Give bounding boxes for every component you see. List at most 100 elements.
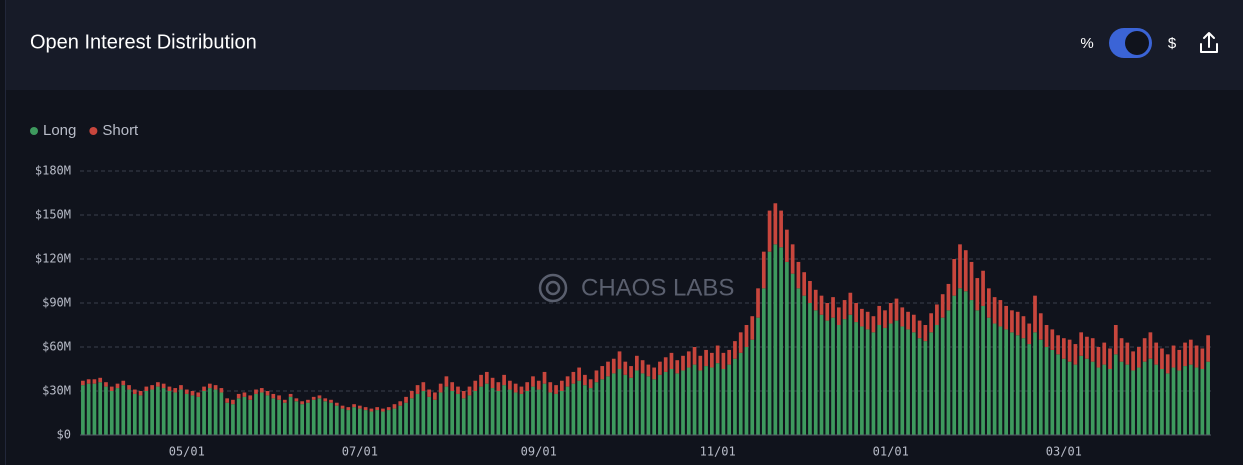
bar-segment [813, 310, 818, 435]
bar-segment [409, 391, 414, 399]
bar-segment [404, 402, 408, 435]
bar-segment [306, 402, 310, 435]
bar-segment [231, 399, 235, 405]
bar-segment [634, 370, 639, 435]
bar-segment [975, 278, 980, 311]
bar-segment [1183, 342, 1187, 367]
bar-segment [1194, 367, 1199, 435]
bar-segment [283, 399, 287, 403]
bar-segment [254, 393, 258, 435]
bar-segment [1015, 335, 1020, 435]
bar-segment [577, 367, 581, 381]
bar-segment [796, 288, 801, 435]
bar-segment [992, 323, 997, 435]
bar-segment [848, 314, 853, 435]
y-tick-label: $90M [42, 296, 71, 310]
bar-segment [1142, 338, 1147, 362]
bar-segment [658, 374, 662, 435]
toggle-knob[interactable] [1125, 31, 1149, 55]
bar-segment [519, 393, 524, 435]
bar-segment [1004, 305, 1008, 330]
bar-segment [900, 326, 905, 435]
bar-segment [559, 391, 564, 435]
bar-segment [640, 373, 645, 435]
bar-segment [438, 383, 443, 393]
bar-segment [1090, 338, 1095, 362]
bar-segment [1200, 348, 1205, 369]
bar-segment [1038, 313, 1043, 340]
bar-segment [231, 404, 235, 435]
bar-segment [513, 392, 518, 435]
bar-segment [473, 380, 478, 391]
bar-segment [392, 404, 397, 409]
bar-segment [86, 379, 91, 384]
bar-segment [854, 322, 858, 435]
bar-segment [675, 373, 680, 435]
bar-segment [588, 379, 593, 389]
bar-segment [363, 410, 368, 435]
bar-segment [686, 367, 691, 435]
bar-segment [767, 210, 772, 252]
bar-segment [785, 229, 789, 262]
bar-segment [1010, 310, 1014, 333]
bar-segment [415, 393, 420, 435]
bar-segment [1062, 338, 1066, 359]
bar-segment [438, 392, 443, 435]
bar-segment [975, 310, 980, 435]
bar-segment [865, 311, 870, 330]
bar-segment [963, 250, 968, 292]
export-button[interactable] [1200, 32, 1218, 53]
bar-segment [132, 393, 137, 435]
bar-segment [236, 393, 241, 399]
bar-segment [1044, 347, 1049, 435]
bar-segment [467, 395, 472, 435]
export-arrow[interactable] [1203, 32, 1215, 48]
bar-segment [306, 399, 310, 403]
bar-segment [317, 398, 322, 435]
bar-segment [190, 395, 195, 435]
x-tick-label: 03/01 [1046, 445, 1082, 459]
bar-segment [173, 388, 178, 393]
bar-segment [1206, 361, 1210, 435]
bar-segment [346, 407, 351, 411]
export-tray[interactable] [1200, 43, 1218, 53]
bar-segment [738, 332, 743, 353]
bar-segment [1073, 344, 1078, 365]
bar-segment [288, 393, 293, 397]
bar-segment [900, 307, 905, 327]
bar-segment [461, 398, 466, 435]
bar-segment [686, 351, 691, 368]
bar-segment [1177, 370, 1182, 435]
y-tick-label: $60M [42, 340, 71, 354]
bar-segment [138, 391, 143, 396]
bar-segment [808, 281, 812, 303]
bar-segment [750, 316, 755, 340]
legend-label: Long [43, 122, 76, 139]
bar-segment [433, 399, 437, 435]
bar-segment [179, 389, 183, 435]
bar-segment [1125, 342, 1130, 365]
bar-segment [144, 386, 149, 391]
bar-segment [565, 376, 570, 387]
bar-segment [554, 385, 558, 394]
bar-segment [358, 408, 362, 435]
bar-segment [496, 382, 501, 391]
bar-segment [542, 371, 547, 384]
bar-segment [404, 396, 408, 403]
bar-segment [115, 388, 120, 435]
bar-segment [340, 408, 345, 435]
bar-segment [981, 305, 985, 435]
bar-segment [225, 402, 229, 435]
bar-segment [571, 371, 576, 384]
bar-segment [531, 376, 535, 387]
bar-segment [167, 391, 172, 435]
bar-segment [767, 251, 772, 435]
bar-segment [1102, 364, 1107, 435]
bar-segment [184, 393, 189, 435]
bar-segment [1131, 370, 1135, 435]
bar-segment [779, 247, 783, 435]
bar-segment [836, 325, 841, 435]
bar-segment [375, 407, 380, 411]
toggle[interactable] [1109, 28, 1152, 58]
bar-segment [1038, 339, 1043, 435]
